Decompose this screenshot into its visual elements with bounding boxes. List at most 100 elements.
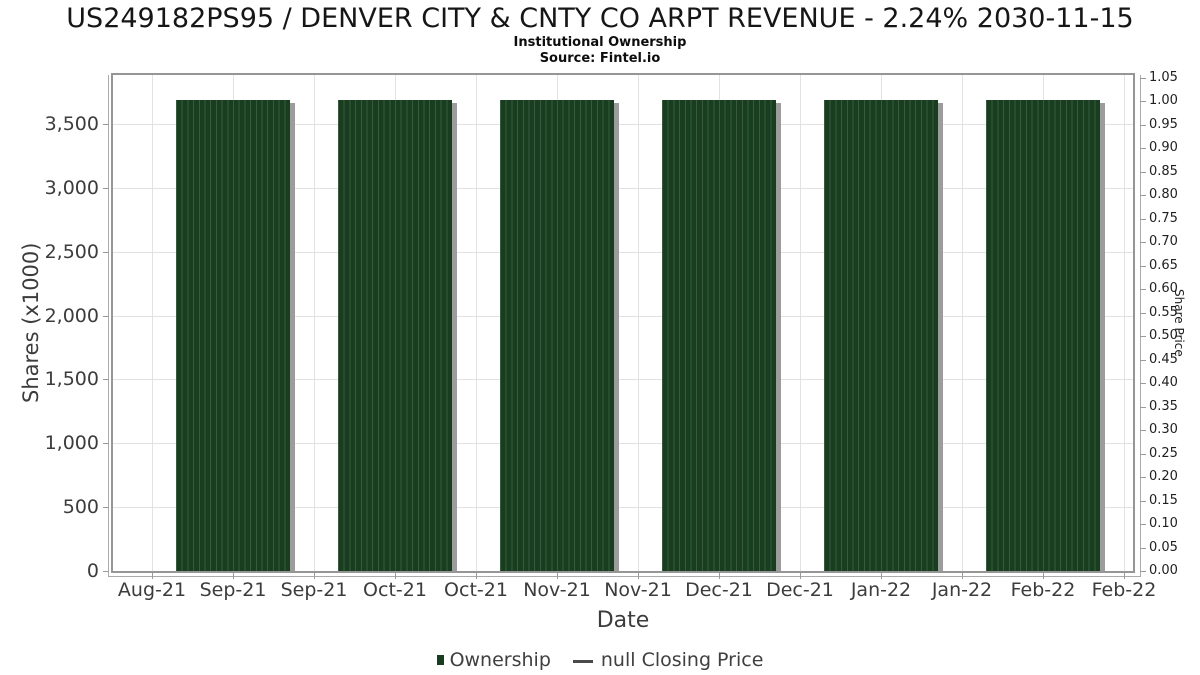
x-tick-mark [476, 573, 477, 579]
right-tick-label: 0.15 [1149, 492, 1178, 508]
left-tick-label: 0 [86, 560, 99, 582]
x-tick-mark [1124, 573, 1125, 579]
right-tick-mark [1140, 218, 1146, 220]
left-tick-label: 2,500 [44, 240, 99, 263]
x-tick-label: Feb-22 [1010, 579, 1076, 601]
x-tick-label: Sep-21 [199, 579, 267, 601]
right-tick-mark [1140, 195, 1146, 197]
h-gridline [113, 507, 1133, 509]
ownership-bar [338, 100, 452, 571]
x-tick-mark [719, 573, 720, 579]
right-tick-label: 0.25 [1149, 445, 1178, 461]
right-tick-mark [1140, 289, 1146, 291]
plot-area [113, 75, 1133, 571]
closing-price-legend-label: null Closing Price [600, 649, 764, 671]
x-tick-label: Jan-22 [931, 579, 993, 601]
x-tick-label: Aug-21 [117, 579, 187, 601]
right-tick-label: 1.00 [1149, 93, 1178, 109]
h-gridline [113, 187, 1133, 189]
h-gridline [113, 251, 1133, 253]
right-tick-label: 0.10 [1149, 516, 1178, 532]
x-tick-mark [395, 573, 396, 579]
right-tick-mark [1140, 312, 1146, 314]
right-tick-label: 1.05 [1149, 70, 1178, 85]
right-tick-label: 0.95 [1149, 116, 1178, 132]
ownership-bar [500, 100, 614, 571]
x-tick-label: Nov-21 [523, 579, 591, 601]
right-tick-label: 0.90 [1149, 140, 1178, 156]
left-tick-mark [103, 379, 109, 381]
closing-price-legend-dash-icon [572, 659, 593, 663]
right-axis-spine [1140, 75, 1141, 576]
right-tick-mark [1140, 430, 1146, 432]
v-gridline [152, 75, 153, 571]
right-tick-mark [1140, 500, 1146, 502]
left-tick-label: 1,000 [44, 432, 99, 455]
h-gridline [113, 124, 1133, 126]
ownership-bar [662, 100, 776, 571]
x-tick-mark [1043, 573, 1044, 579]
right-tick-mark [1140, 359, 1146, 361]
x-tick-mark [152, 573, 153, 579]
right-tick-label: 0.80 [1149, 187, 1178, 203]
ownership-legend-marker-icon [436, 655, 444, 665]
ownership-bar [176, 100, 290, 571]
plot-frame [111, 73, 1135, 573]
x-tick-label: Dec-21 [766, 579, 834, 601]
ownership-bar [824, 100, 938, 571]
left-tick-mark [103, 187, 109, 189]
left-tick-mark [103, 443, 109, 445]
v-gridline [314, 75, 315, 571]
left-tick-mark [103, 571, 109, 572]
left-axis-title: Shares (x1000) [19, 242, 43, 404]
left-tick-mark [103, 124, 109, 126]
right-tick-label: 0.20 [1149, 469, 1178, 485]
right-axis-title: Share Price [1172, 289, 1186, 357]
right-tick-label: 0.70 [1149, 234, 1178, 250]
v-gridline [1124, 75, 1125, 571]
right-tick-label: 0.05 [1149, 539, 1178, 555]
chart-title: US249182PS95 / DENVER CITY & CNTY CO ARP… [66, 3, 1134, 34]
x-tick-label: Dec-21 [685, 579, 753, 601]
legend: Ownership null Closing Price [0, 648, 1200, 672]
h-gridline [113, 379, 1133, 381]
ownership-bar [986, 100, 1100, 571]
left-tick-label: 1,500 [44, 368, 99, 391]
left-tick-label: 3,500 [44, 113, 99, 136]
left-tick-mark [103, 251, 109, 253]
x-axis-title: Date [596, 608, 650, 633]
v-gridline [638, 75, 639, 571]
x-tick-label: Jan-22 [850, 579, 912, 601]
left-axis-spine [108, 75, 109, 576]
right-tick-label: 0.35 [1149, 398, 1178, 414]
right-tick-mark [1140, 265, 1146, 267]
right-tick-mark [1140, 477, 1146, 479]
x-tick-mark [800, 573, 801, 579]
h-gridline [113, 443, 1133, 445]
x-tick-label: Oct-21 [363, 579, 427, 601]
right-tick-label: 0.60 [1149, 281, 1178, 297]
x-tick-mark [233, 573, 234, 579]
left-tick-mark [103, 507, 109, 509]
right-tick-label: 0.45 [1149, 351, 1178, 367]
right-tick-label: 0.30 [1149, 422, 1178, 438]
x-tick-label: Sep-21 [280, 579, 348, 601]
right-tick-label: 0.75 [1149, 210, 1178, 226]
right-tick-mark [1140, 124, 1146, 126]
x-tick-mark [962, 573, 963, 579]
right-tick-mark [1140, 524, 1146, 526]
left-tick-label: 3,000 [44, 176, 99, 199]
v-gridline [800, 75, 801, 571]
left-tick-mark [103, 315, 109, 317]
right-tick-mark [1140, 547, 1146, 549]
right-tick-mark [1140, 171, 1146, 173]
left-tick-label: 500 [62, 496, 99, 519]
x-tick-label: Oct-21 [444, 579, 508, 601]
v-gridline [476, 75, 477, 571]
right-tick-mark [1140, 453, 1146, 455]
right-tick-mark [1140, 101, 1146, 103]
x-tick-label: Nov-21 [604, 579, 672, 601]
left-tick-label: 2,000 [44, 304, 99, 327]
right-tick-label: 0.40 [1149, 375, 1178, 391]
